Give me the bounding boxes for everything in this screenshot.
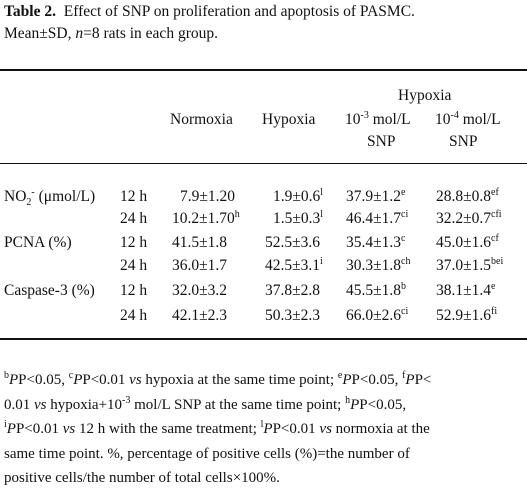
cell-snp-1e-4: 38.1±1.4e bbox=[436, 280, 496, 299]
header-snp-1e-4: 10-4 mol/L bbox=[435, 109, 501, 128]
table-caption: Table 2. Effect of SNP on proliferation … bbox=[4, 1, 415, 23]
footnote-line-5: positive cells/the number of total cells… bbox=[4, 470, 280, 486]
bottom-rule bbox=[0, 338, 527, 340]
table-caption-line2: Mean±SD, n=8 rats in each group. bbox=[4, 25, 218, 42]
row-label-no2: NO2- (μmol/L) bbox=[4, 186, 96, 209]
footnote-line-3: iPP<0.01 vs 12 h with the same treatment… bbox=[4, 419, 430, 438]
cell-snp-1e-3: 37.9±1.2e bbox=[346, 186, 406, 205]
cell-normoxia: 41.5±1.8 bbox=[172, 234, 228, 251]
row-time: 12 h bbox=[120, 282, 148, 299]
cell-normoxia: 7.9±1.20 bbox=[180, 188, 236, 205]
header-snp-label-2: SNP bbox=[449, 133, 478, 150]
row-label-caspase3: Caspase-3 (%) bbox=[4, 282, 95, 299]
cell-snp-1e-3: 45.5±1.8b bbox=[346, 280, 407, 299]
cell-snp-1e-4: 28.8±0.8ef bbox=[436, 186, 499, 205]
cell-hypoxia: 52.5±3.6 bbox=[265, 234, 321, 251]
header-rule bbox=[0, 163, 527, 164]
row-time: 24 h bbox=[120, 307, 148, 324]
cell-snp-1e-3: 46.4±1.7ci bbox=[346, 208, 409, 227]
row-label-pcna: PCNA (%) bbox=[4, 234, 72, 251]
header-normoxia: Normoxia bbox=[170, 111, 233, 128]
cell-hypoxia: 42.5±3.1i bbox=[265, 255, 323, 274]
table-footnotes: bPP<0.05, cPP<0.01 vs hypoxia at the sam… bbox=[4, 368, 524, 491]
header-snp-1e-3: 10-3 mol/L bbox=[345, 109, 411, 128]
table-label: Table 2. bbox=[4, 3, 56, 20]
cell-normoxia: 36.0±1.7 bbox=[172, 257, 228, 274]
cell-snp-1e-3: 35.4±1.3c bbox=[346, 232, 406, 251]
caption-text: Effect of SNP on proliferation and apopt… bbox=[63, 3, 415, 20]
cell-hypoxia: 37.8±2.8 bbox=[265, 282, 321, 299]
cell-hypoxia: 50.3±2.3 bbox=[265, 307, 321, 324]
cell-normoxia: 10.2±1.70h bbox=[172, 208, 240, 227]
header-hypoxia-group: Hypoxia bbox=[398, 87, 452, 104]
cell-hypoxia: 1.9±0.6l bbox=[273, 186, 324, 205]
cell-snp-1e-4: 32.2±0.7cfi bbox=[436, 208, 502, 227]
row-time: 24 h bbox=[120, 210, 148, 227]
row-time: 12 h bbox=[120, 188, 148, 205]
row-time: 24 h bbox=[120, 257, 148, 274]
row-time: 12 h bbox=[120, 234, 148, 251]
cell-normoxia: 42.1±2.3 bbox=[172, 307, 228, 324]
cell-snp-1e-3: 66.0±2.6ci bbox=[346, 305, 409, 324]
cell-snp-1e-4: 45.0±1.6cf bbox=[436, 232, 499, 251]
cell-snp-1e-3: 30.3±1.8ch bbox=[346, 255, 411, 274]
footnote-line-1: bPP<0.05, cPP<0.01 vs hypoxia at the sam… bbox=[4, 370, 432, 389]
top-rule bbox=[0, 69, 527, 71]
cell-normoxia: 32.0±3.2 bbox=[172, 282, 228, 299]
cell-hypoxia: 1.5±0.3l bbox=[273, 208, 324, 227]
header-snp-label-1: SNP bbox=[367, 133, 396, 150]
cell-snp-1e-4: 37.0±1.5bei bbox=[436, 255, 504, 274]
cell-snp-1e-4: 52.9±1.6fi bbox=[436, 305, 498, 324]
footnote-line-2: 0.01 vs hypoxia+10-3 mol/L SNP at the sa… bbox=[4, 394, 407, 413]
header-hypoxia: Hypoxia bbox=[262, 111, 316, 128]
footnote-line-4: same time point. %, percentage of positi… bbox=[4, 445, 410, 462]
